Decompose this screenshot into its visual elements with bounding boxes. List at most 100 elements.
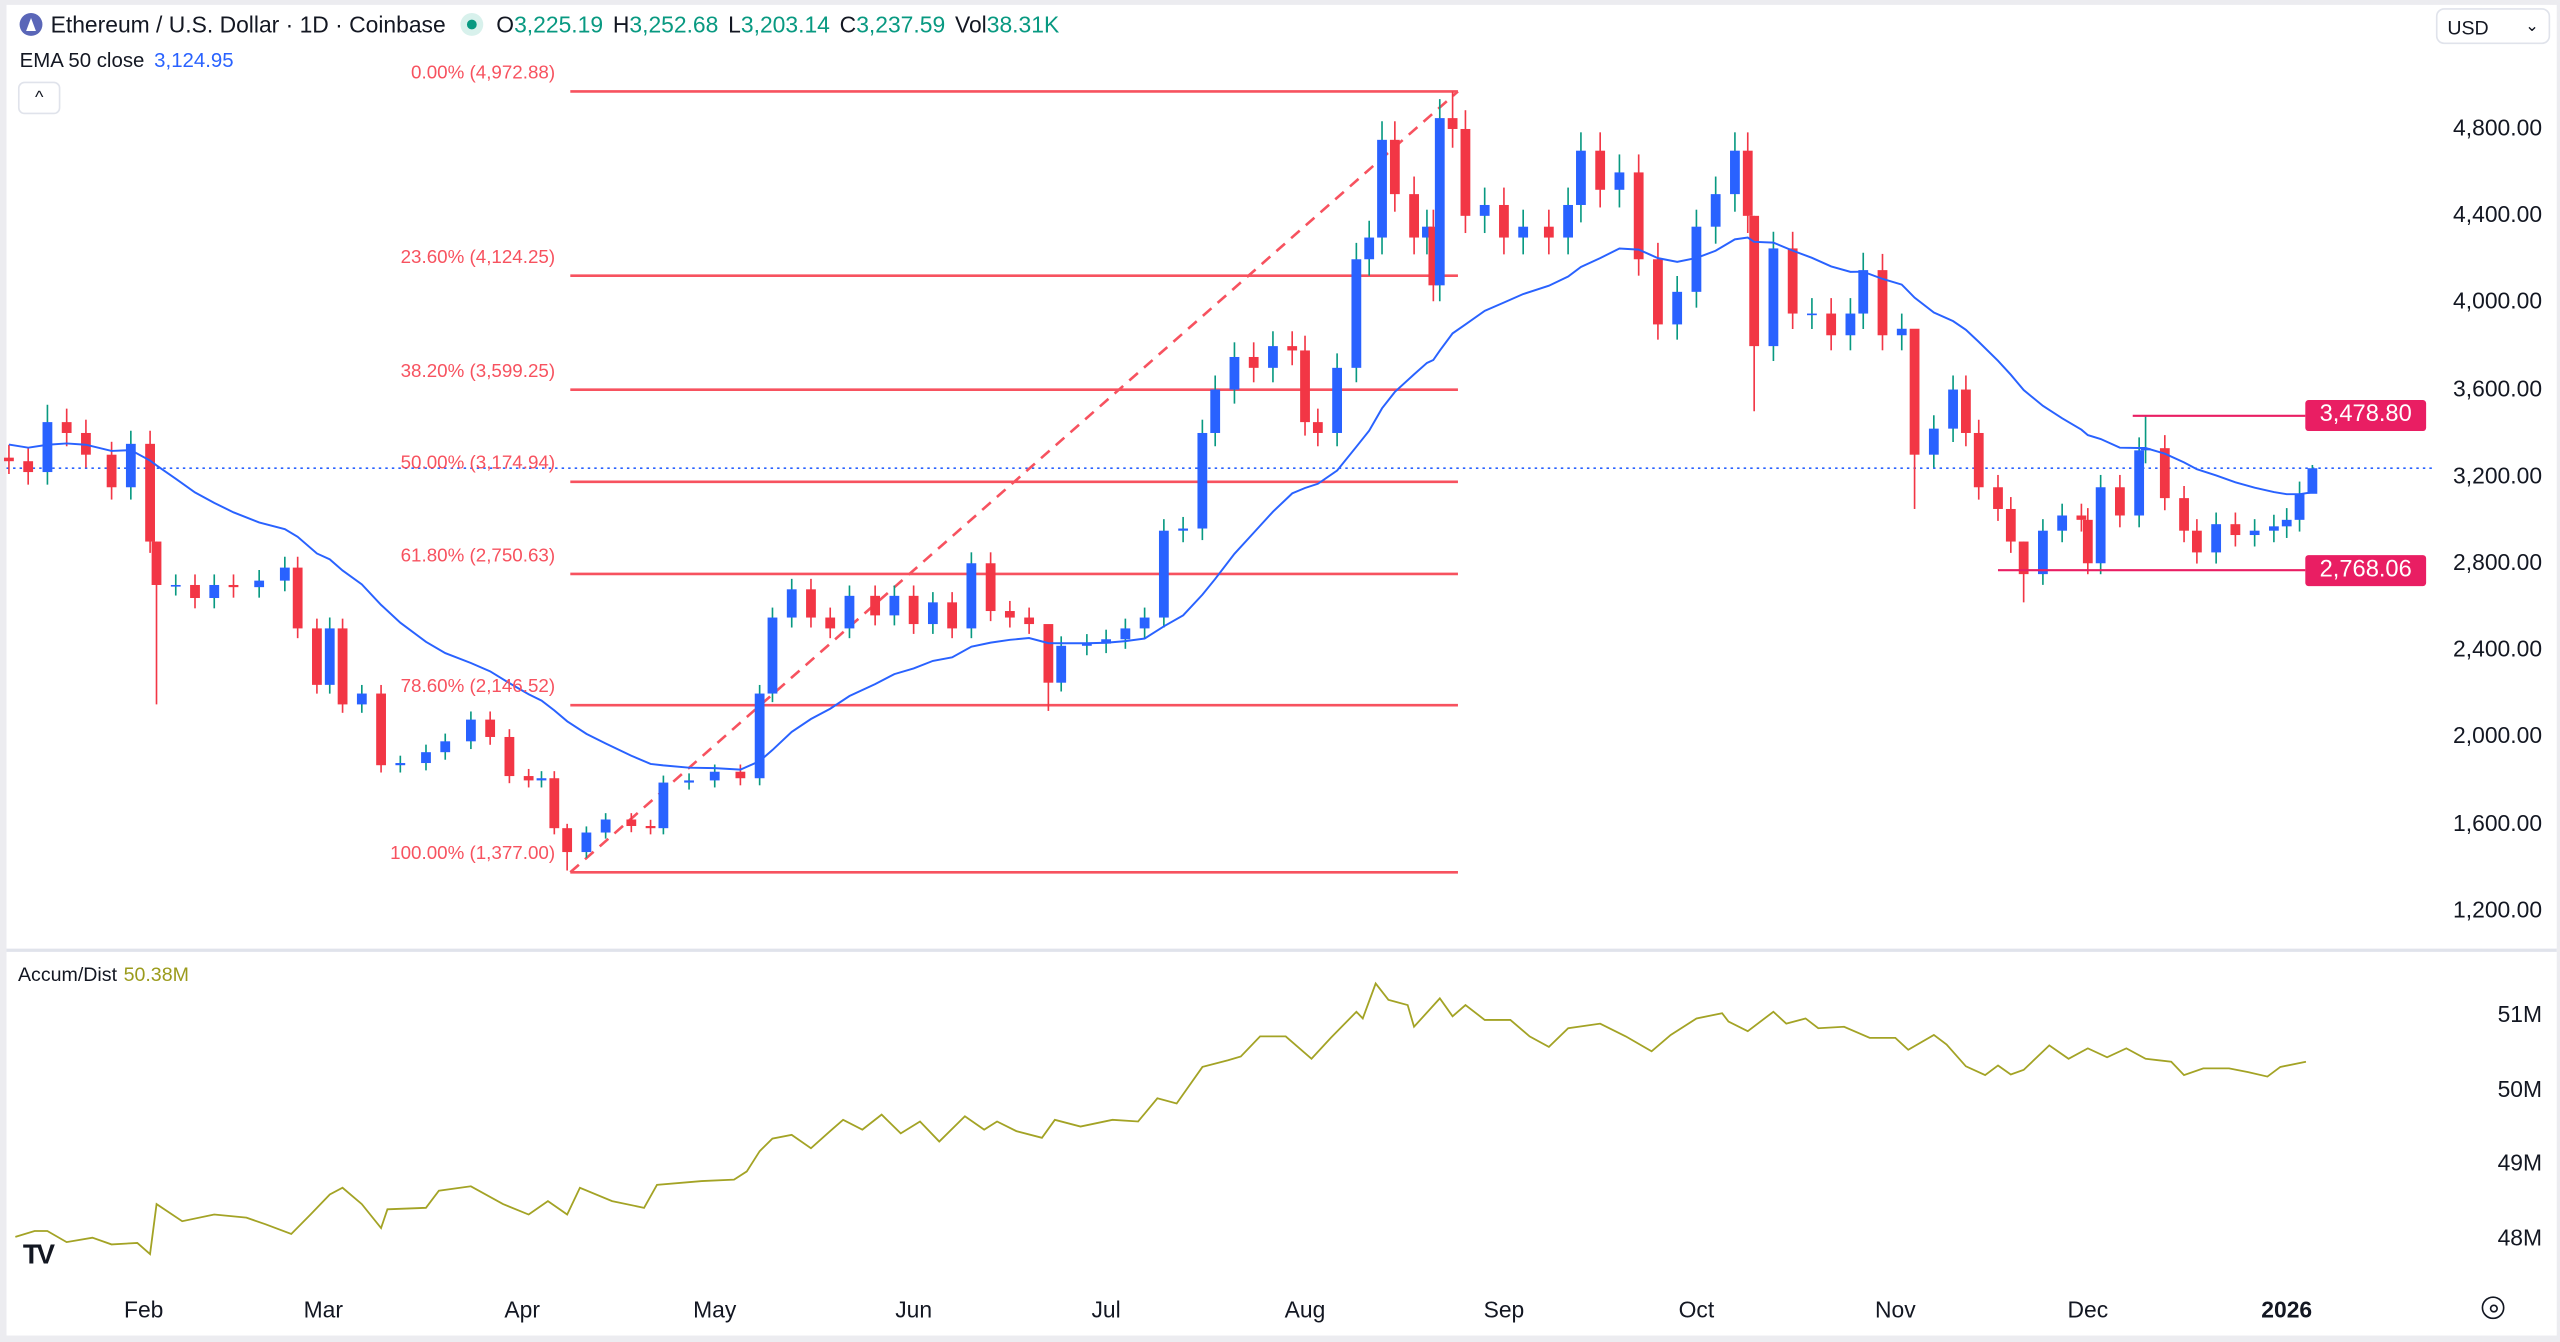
time-axis-tick: Dec [2067,1296,2109,1323]
candle-bearish [1248,356,1259,368]
candle-bearish [2076,515,2087,520]
accum-axis-tick: 51M [2497,1000,2543,1027]
time-axis-tick: May [693,1296,737,1323]
candle-bullish [1563,204,1573,238]
candle-bearish [1742,150,1753,216]
candle-bullish [2038,530,2048,575]
candle-bearish [2179,498,2189,531]
candle-bearish [2005,508,2016,542]
chevron-up-icon: ^ [34,88,44,108]
price-level-tag[interactable]: 2,768.06 [2305,554,2427,586]
candle-bullish [2294,493,2305,520]
price-axis-tick: 3,200.00 [2453,461,2543,488]
candle-bullish [1614,172,1625,190]
chevron-down-icon: ⌄ [2525,17,2539,36]
symbol-title[interactable]: Ethereum / U.S. Dollar · 1D · Coinbase [50,11,446,38]
candle-bearish [4,457,14,462]
candle-bearish [2230,524,2241,536]
fib-level-label: 38.20% (3,599.25) [400,361,556,382]
fib-level-label: 100.00% (1,377.00) [390,844,556,865]
candle-bullish [395,763,406,766]
candle-bearish [1024,617,1035,625]
candle-bearish [1543,226,1554,238]
high-value: 3,252.68 [629,11,719,38]
candle-bullish [1139,617,1150,629]
candle-bearish [735,771,746,779]
candle-bearish [2159,448,2170,499]
candle-bullish [1730,150,1740,195]
ethereum-icon [19,13,43,36]
open-label: O [496,11,515,38]
candle-bearish [1389,139,1400,195]
candle-bullish [786,589,797,618]
candle-bearish [312,628,322,685]
candle-bearish [292,567,303,629]
candle-bullish [440,741,451,753]
candle-bearish [1909,328,1920,455]
candle-bullish [1101,639,1112,644]
candle-bullish [1479,204,1490,216]
tradingview-logo[interactable]: TV [22,1239,55,1271]
candle-bearish [2191,530,2202,553]
time-axis-tick: Jun [895,1296,933,1323]
candle-bullish [581,832,592,853]
candle-bearish [2082,519,2093,564]
currency-value: USD [2447,16,2489,40]
candle-bearish [337,628,348,705]
candle-bullish [1229,356,1240,390]
candle-bullish [1377,139,1387,238]
low-value: 3,203.14 [740,11,830,38]
candle-bullish [2211,524,2222,553]
ema-50-line [8,236,2313,771]
candle-bullish [1768,248,1779,347]
candle-bearish [1826,313,1837,336]
price-axis-tick: 4,000.00 [2453,287,2543,315]
currency-select[interactable]: USD ⌄ [2435,8,2551,45]
candle-bullish [1210,389,1221,433]
candle-bearish [485,719,496,737]
candle-bullish [2268,526,2279,531]
candle-bullish [1691,226,1702,292]
price-axis-tick: 3,600.00 [2453,374,2543,401]
accum-dist-label: Accum/Dist [17,963,118,987]
ema-legend[interactable]: EMA 50 close 3,124.95 [20,49,234,72]
accum-axis-tick: 50M [2497,1075,2543,1102]
candle-bearish [1749,215,1760,347]
price-level-tag[interactable]: 3,478.80 [2305,400,2427,432]
time-axis-tick: Sep [1483,1296,1525,1323]
accum-dist-line [15,981,2307,1256]
close-value: 3,237.59 [856,11,946,38]
settings-icon[interactable] [2481,1296,2505,1320]
candle-bearish [228,584,239,588]
collapse-legend-button[interactable]: ^ [17,81,61,115]
volume-value: 38.31K [986,11,1060,38]
candle-bullish [709,771,720,781]
accum-dist-legend[interactable]: Accum/Dist 50.38M [18,963,189,986]
candle-bullish [1710,194,1721,227]
candle-bullish [324,628,335,685]
candle-bearish [947,602,958,629]
candle-bullish [966,563,977,629]
candle-bearish [1287,346,1298,351]
candle-bullish [1120,628,1131,640]
candle-bearish [190,584,200,599]
fib-level-label: 61.80% (2,750.63) [400,546,556,566]
candle-bearish [1961,389,1971,433]
candle-bullish [1896,328,1907,336]
candle-bullish [1858,270,1869,314]
low-label: L [728,11,741,38]
candle-bearish [151,541,162,585]
time-axis-tick: 2026 [2261,1296,2313,1323]
candle-bearish [562,828,573,853]
ema-label: EMA 50 close [19,48,145,72]
candle-bearish [1499,204,1509,238]
candle-bearish [1300,350,1310,423]
candle-bearish [1447,118,1458,129]
candle-bullish [1081,643,1092,646]
candle-bearish [504,736,515,777]
candle-bullish [844,595,855,629]
candle-bearish [1312,422,1323,433]
candle-bullish [2249,530,2260,536]
chart-panel[interactable] [6,4,2557,1336]
